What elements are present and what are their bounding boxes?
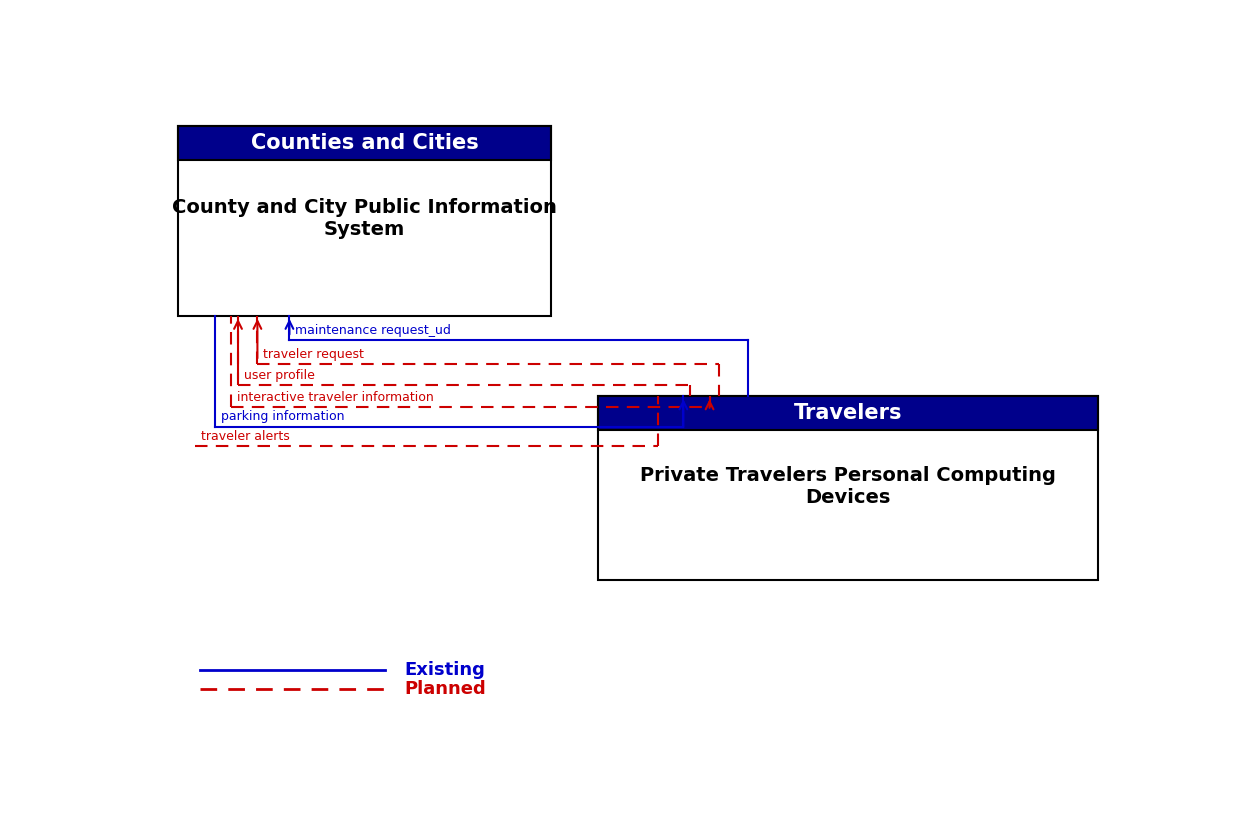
- Text: traveler request: traveler request: [263, 348, 364, 361]
- Bar: [178, 126, 551, 316]
- Bar: [598, 396, 1098, 580]
- Bar: [178, 126, 551, 160]
- Text: County and City Public Information
System: County and City Public Information Syste…: [173, 198, 557, 239]
- Bar: [178, 126, 551, 316]
- Bar: [598, 396, 1098, 580]
- Text: Private Travelers Personal Computing
Devices: Private Travelers Personal Computing Dev…: [640, 466, 1055, 507]
- Text: Planned: Planned: [404, 681, 486, 698]
- Text: maintenance request_ud: maintenance request_ud: [295, 324, 451, 337]
- Text: interactive traveler information: interactive traveler information: [237, 391, 433, 404]
- Text: Counties and Cities: Counties and Cities: [250, 133, 478, 153]
- Bar: [598, 396, 1098, 430]
- Text: Existing: Existing: [404, 661, 485, 679]
- Text: user profile: user profile: [244, 370, 314, 382]
- Text: traveler alerts: traveler alerts: [202, 430, 290, 443]
- Text: parking information: parking information: [220, 410, 344, 424]
- Text: Travelers: Travelers: [794, 403, 903, 423]
